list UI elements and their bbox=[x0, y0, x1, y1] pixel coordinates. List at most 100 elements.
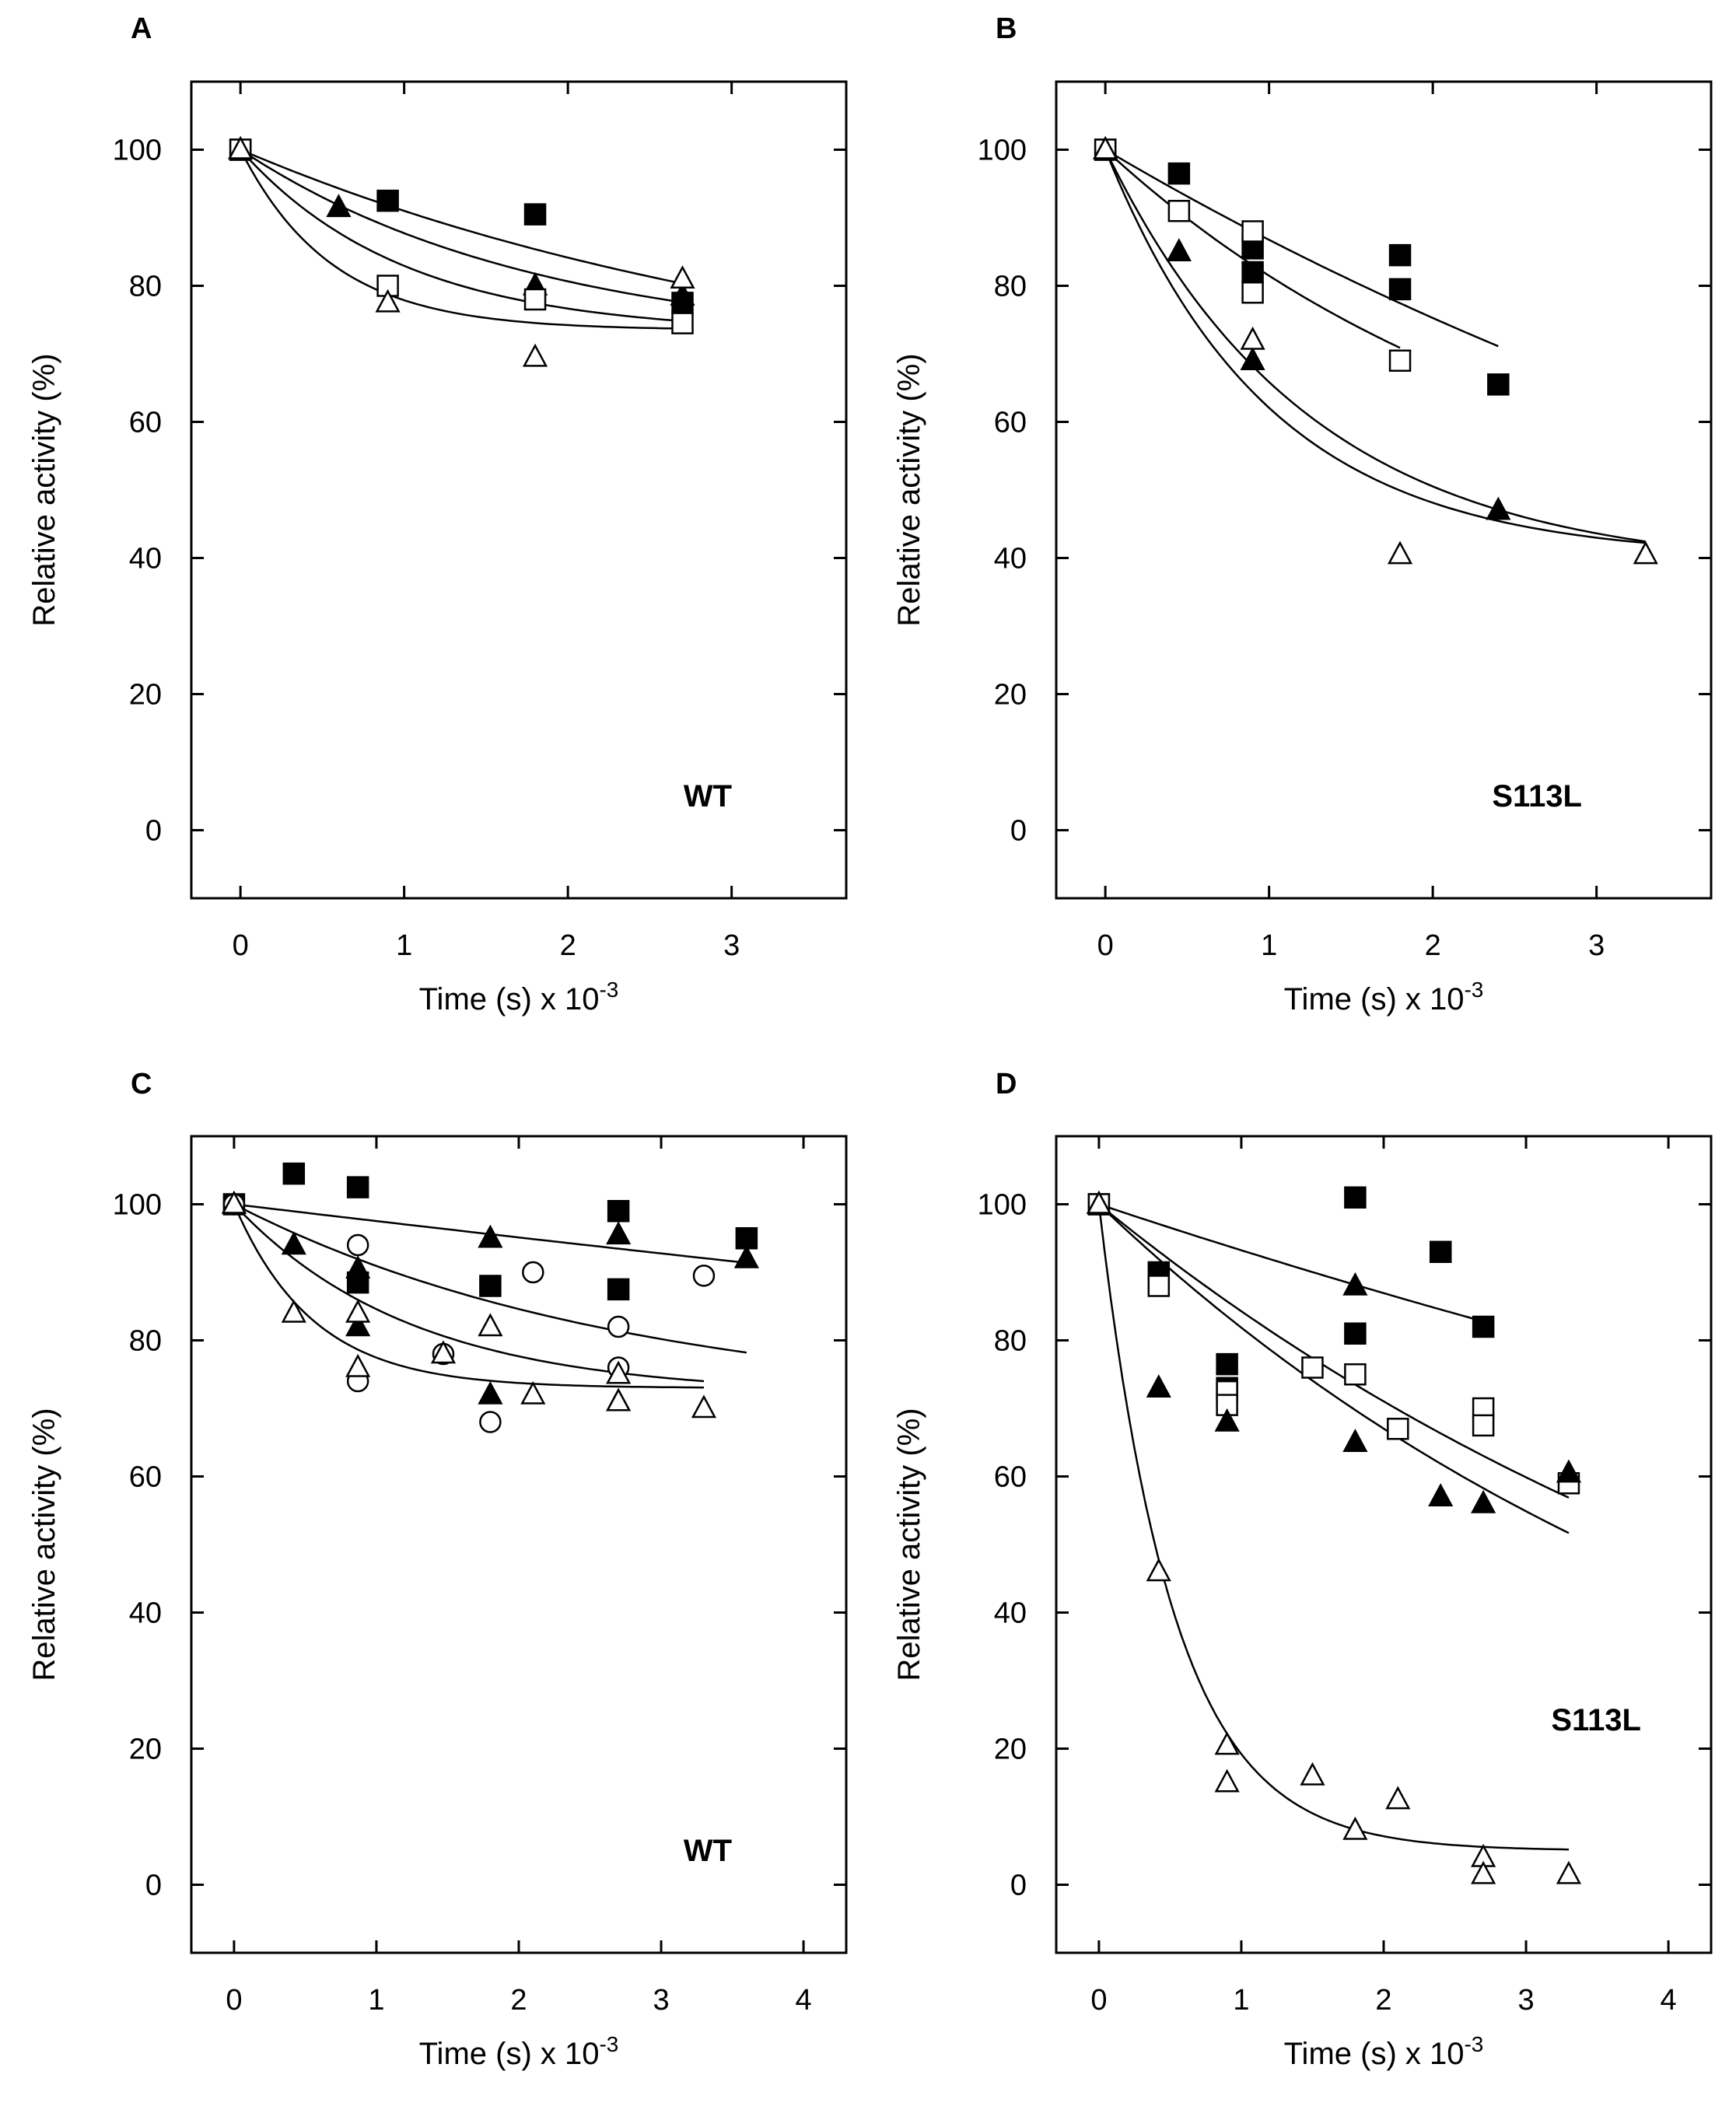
x-tick-label: 1 bbox=[368, 1984, 384, 2017]
axis-ticks: 0 1 2 3 0 20 40 60 80 100 bbox=[113, 82, 846, 962]
point-filled-square bbox=[1388, 243, 1412, 267]
point-open-triangle bbox=[1146, 1558, 1171, 1582]
x-tick-label: 1 bbox=[396, 929, 412, 962]
point-filled-square bbox=[376, 189, 399, 212]
x-tick-label: 2 bbox=[560, 929, 576, 962]
x-tick-label: 0 bbox=[1090, 1984, 1107, 2017]
y-axis-label: Relative activity (%) bbox=[27, 353, 61, 626]
y-tick-label: 20 bbox=[129, 679, 162, 712]
point-open-square bbox=[1241, 282, 1264, 304]
fit-curves bbox=[1097, 1203, 1570, 1851]
point-open-triangle bbox=[520, 1380, 546, 1405]
point-open-square bbox=[671, 312, 694, 334]
point-filled-triangle bbox=[1342, 1272, 1368, 1296]
point-open-circle bbox=[346, 1233, 369, 1257]
point-filled-square bbox=[479, 1275, 502, 1297]
point-open-triangle bbox=[1471, 1860, 1496, 1884]
fit-curve-filled-triangle bbox=[1104, 149, 1646, 543]
plot-frame bbox=[190, 80, 848, 900]
point-open-triangle bbox=[1556, 1860, 1582, 1884]
fit-curve-open-square bbox=[240, 149, 683, 323]
point-open-square bbox=[1344, 1363, 1367, 1386]
point-open-triangle bbox=[375, 289, 401, 313]
x-axis-label-main: Time (s) x 10 bbox=[1284, 2037, 1465, 2071]
point-filled-square bbox=[282, 1162, 306, 1185]
point-filled-triangle bbox=[606, 1221, 632, 1245]
fit-curve-open-triangle bbox=[233, 1203, 704, 1389]
point-open-triangle bbox=[606, 1387, 632, 1412]
point-filled-square bbox=[1216, 1352, 1238, 1376]
data-points bbox=[221, 1162, 759, 1433]
y-tick-label: 80 bbox=[994, 1325, 1027, 1358]
fit-curve-filled-square bbox=[1098, 1203, 1484, 1323]
fit-curve-open-triangle bbox=[1097, 1204, 1570, 1851]
y-tick-label: 0 bbox=[145, 815, 162, 848]
x-tick-label: 3 bbox=[1517, 1984, 1534, 2017]
x-tick-label: 1 bbox=[1261, 929, 1277, 962]
point-filled-triangle bbox=[345, 1254, 371, 1279]
fit-curve-open-square bbox=[1098, 1203, 1570, 1499]
point-open-circle bbox=[479, 1411, 502, 1433]
point-filled-triangle bbox=[281, 1231, 306, 1255]
sample-label: S113L bbox=[1492, 779, 1582, 813]
y-tick-label: 100 bbox=[113, 1189, 162, 1222]
point-open-square bbox=[1472, 1414, 1495, 1437]
plot-frame bbox=[1055, 80, 1713, 900]
point-filled-triangle bbox=[1471, 1489, 1496, 1513]
y-tick-label: 0 bbox=[1010, 815, 1027, 848]
y-tick-label: 100 bbox=[113, 135, 162, 167]
y-tick-label: 80 bbox=[129, 271, 162, 303]
point-open-triangle bbox=[670, 265, 695, 289]
y-tick-label: 60 bbox=[129, 1461, 162, 1494]
point-filled-triangle bbox=[326, 194, 352, 218]
y-tick-label: 20 bbox=[129, 1733, 162, 1766]
point-open-triangle bbox=[1387, 540, 1413, 565]
x-axis-label: Time (s) x 10-3 bbox=[1284, 978, 1484, 1016]
panel-b: B 0 1 2 3 0 20 40 60 80 100 S113L Time (s) x 10-3… bbox=[892, 12, 1713, 1016]
x-axis-label: Time (s) x 10-3 bbox=[419, 978, 619, 1016]
point-open-triangle bbox=[1300, 1761, 1325, 1786]
x-axis-label-main: Time (s) x 10 bbox=[419, 982, 600, 1016]
point-open-triangle bbox=[606, 1360, 632, 1384]
x-tick-label: 4 bbox=[1661, 1984, 1677, 2017]
x-axis-label-exponent: -3 bbox=[599, 2032, 618, 2056]
point-open-triangle bbox=[691, 1394, 717, 1419]
point-open-triangle bbox=[228, 135, 254, 159]
point-open-triangle bbox=[1214, 1731, 1240, 1755]
point-filled-triangle bbox=[478, 1380, 503, 1405]
fit-curves bbox=[1104, 149, 1646, 544]
point-filled-triangle bbox=[1166, 238, 1192, 261]
x-tick-label: 0 bbox=[1097, 929, 1114, 962]
y-axis-label: Relative activity (%) bbox=[892, 1408, 926, 1681]
point-filled-triangle bbox=[1428, 1483, 1454, 1506]
point-open-square bbox=[1387, 1418, 1409, 1440]
y-tick-label: 80 bbox=[994, 271, 1027, 303]
point-filled-square bbox=[1429, 1240, 1452, 1263]
y-tick-label: 60 bbox=[129, 407, 162, 439]
point-open-triangle bbox=[1214, 1768, 1240, 1793]
x-axis-label-main: Time (s) x 10 bbox=[419, 2037, 600, 2071]
y-tick-label: 40 bbox=[129, 1597, 162, 1630]
point-filled-triangle bbox=[345, 1313, 371, 1337]
point-open-triangle bbox=[1093, 135, 1118, 159]
y-axis-label: Relative activity (%) bbox=[27, 1408, 61, 1681]
panel-letter: A bbox=[131, 12, 152, 45]
point-filled-square bbox=[1472, 1315, 1495, 1338]
sample-label: WT bbox=[684, 1834, 732, 1868]
panel-a: A 0 1 2 3 0 20 40 60 80 100 WT Time (s) x 10-3 Re… bbox=[27, 12, 848, 1016]
y-axis-label: Relative activity (%) bbox=[892, 353, 926, 626]
data-points bbox=[1086, 1186, 1582, 1884]
x-tick-label: 1 bbox=[1233, 1984, 1249, 2017]
x-axis-label-exponent: -3 bbox=[1464, 2032, 1483, 2056]
point-filled-square bbox=[346, 1176, 369, 1198]
fit-curve-filled-triangle bbox=[233, 1203, 747, 1354]
x-tick-label: 4 bbox=[796, 1984, 812, 2017]
point-filled-square bbox=[1167, 162, 1191, 185]
point-filled-triangle bbox=[1240, 347, 1265, 370]
point-filled-square bbox=[523, 203, 547, 226]
y-tick-label: 100 bbox=[978, 1189, 1027, 1222]
